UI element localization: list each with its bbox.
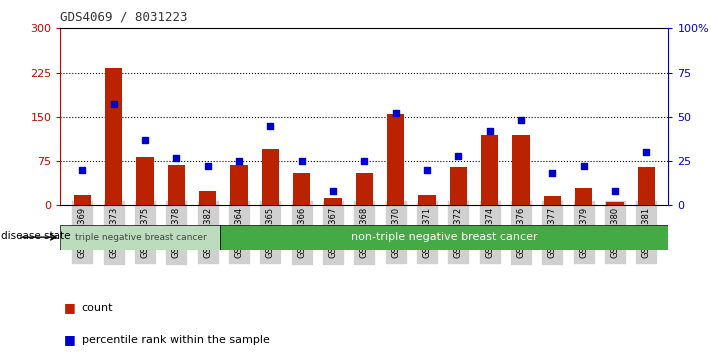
Point <box>609 188 621 194</box>
Point <box>296 158 307 164</box>
Bar <box>450 167 467 205</box>
Bar <box>168 165 185 205</box>
Bar <box>60 225 220 250</box>
Point <box>359 158 370 164</box>
Bar <box>481 135 498 205</box>
Bar <box>638 167 655 205</box>
Point <box>641 149 652 155</box>
Point <box>390 110 402 116</box>
Point <box>264 123 276 129</box>
Bar <box>387 114 405 205</box>
Text: GDS4069 / 8031223: GDS4069 / 8031223 <box>60 11 188 24</box>
Bar <box>324 198 342 205</box>
Point <box>233 158 245 164</box>
Bar <box>575 188 592 205</box>
Point <box>327 188 338 194</box>
Bar <box>513 135 530 205</box>
Text: ■: ■ <box>64 302 76 314</box>
Point <box>77 167 88 173</box>
Bar <box>544 196 561 205</box>
Point <box>453 153 464 159</box>
Point <box>547 171 558 176</box>
Bar <box>606 202 624 205</box>
Point <box>171 155 182 160</box>
Text: non-triple negative breast cancer: non-triple negative breast cancer <box>351 232 538 242</box>
Bar <box>293 173 310 205</box>
Point <box>139 137 151 143</box>
Bar <box>74 195 91 205</box>
Bar <box>230 165 247 205</box>
Bar <box>419 195 436 205</box>
Text: triple negative breast cancer: triple negative breast cancer <box>75 233 206 242</box>
Text: disease state: disease state <box>1 232 71 241</box>
Bar <box>262 149 279 205</box>
Point <box>578 164 589 169</box>
Bar <box>105 68 122 205</box>
Point <box>108 102 119 107</box>
Bar <box>199 190 216 205</box>
Text: count: count <box>82 303 113 313</box>
Point <box>202 164 213 169</box>
Bar <box>356 173 373 205</box>
Text: percentile rank within the sample: percentile rank within the sample <box>82 335 269 345</box>
Bar <box>220 225 668 250</box>
Bar <box>137 157 154 205</box>
Point <box>484 128 496 134</box>
Text: ■: ■ <box>64 333 76 346</box>
Point <box>422 167 433 173</box>
Point <box>515 118 527 123</box>
